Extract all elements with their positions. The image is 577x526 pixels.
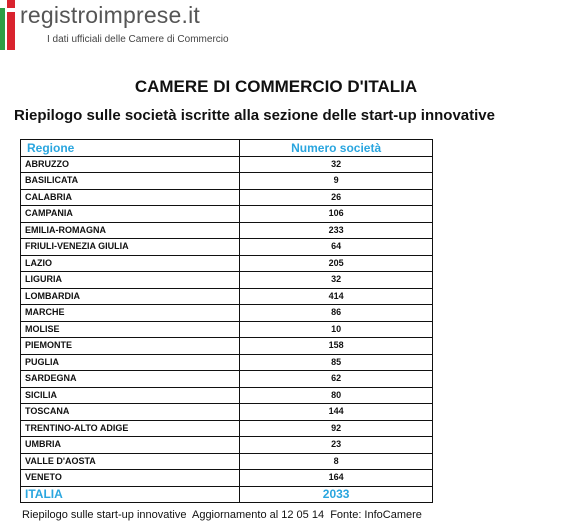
table-row: UMBRIA 23	[19, 436, 433, 454]
count-cell: 32	[239, 271, 433, 289]
table-row: ABRUZZO 32	[19, 155, 433, 173]
table-row: TRENTINO-ALTO ADIGE 92	[19, 419, 433, 437]
region-cell: TOSCANA	[19, 403, 241, 421]
table-row: MOLISE 10	[19, 320, 433, 338]
table-row: SARDEGNA 62	[19, 370, 433, 388]
count-cell: 92	[239, 419, 433, 437]
region-cell: VALLE D'AOSTA	[19, 452, 241, 470]
count-cell: 205	[239, 254, 433, 272]
table-row: EMILIA-ROMAGNA 233	[19, 221, 433, 239]
table-row: VALLE D'AOSTA 8	[19, 452, 433, 470]
table-row: ITALIA 2033	[19, 485, 433, 503]
count-cell: 8	[239, 452, 433, 470]
region-cell: VENETO	[19, 469, 241, 487]
region-cell: SICILIA	[19, 386, 241, 404]
count-cell: 86	[239, 304, 433, 322]
tagline: I dati ufficiali delle Camere di Commerc…	[47, 34, 229, 45]
footer: Riepilogo sulle start-up innovative Aggi…	[22, 509, 422, 521]
table-row: LIGURIA 32	[19, 271, 433, 289]
table-row: PUGLIA 85	[19, 353, 433, 371]
logo	[0, 0, 15, 50]
region-cell: CAMPANIA	[19, 205, 241, 223]
count-cell: 23	[239, 436, 433, 454]
subtitle: Riepilogo sulle società iscritte alla se…	[14, 107, 495, 124]
table-row: Regione Numero società	[19, 139, 433, 157]
table-row: LAZIO 205	[19, 254, 433, 272]
region-cell: TRENTINO-ALTO ADIGE	[19, 419, 241, 437]
region-cell: PUGLIA	[19, 353, 241, 371]
table-row: MARCHE 86	[19, 304, 433, 322]
region-cell: SARDEGNA	[19, 370, 241, 388]
region-cell: ABRUZZO	[19, 155, 241, 173]
region-cell: UMBRIA	[19, 436, 241, 454]
region-cell: CALABRIA	[19, 188, 241, 206]
region-cell: LIGURIA	[19, 271, 241, 289]
count-cell: 106	[239, 205, 433, 223]
count-cell: 2033	[239, 485, 433, 503]
count-cell: Numero società	[239, 139, 433, 157]
count-cell: 9	[239, 172, 433, 190]
region-cell: ITALIA	[19, 485, 241, 503]
table-row: CAMPANIA 106	[19, 205, 433, 223]
count-cell: 85	[239, 353, 433, 371]
region-cell: MOLISE	[19, 320, 241, 338]
table-row: FRIULI-VENEZIA GIULIA 64	[19, 238, 433, 256]
table-row: BASILICATA 9	[19, 172, 433, 190]
region-cell: MARCHE	[19, 304, 241, 322]
table-row: TOSCANA 144	[19, 403, 433, 421]
count-cell: 80	[239, 386, 433, 404]
title: CAMERE DI COMMERCIO D'ITALIA	[134, 77, 418, 96]
count-cell: 32	[239, 155, 433, 173]
count-cell: 26	[239, 188, 433, 206]
region-cell: FRIULI-VENEZIA GIULIA	[19, 238, 241, 256]
count-cell: 64	[239, 238, 433, 256]
table-row: SICILIA 80	[19, 386, 433, 404]
region-cell: Regione	[19, 139, 241, 157]
count-cell: 158	[239, 337, 433, 355]
region-cell: PIEMONTE	[19, 337, 241, 355]
table: Regione Numero società ABRUZZO 32 BASILICATA…	[19, 139, 433, 503]
table-row: LOMBARDIA 414	[19, 287, 433, 305]
count-cell: 164	[239, 469, 433, 487]
region-cell: LOMBARDIA	[19, 287, 241, 305]
brand: registroimprese.it	[20, 2, 200, 28]
count-cell: 414	[239, 287, 433, 305]
region-cell: EMILIA-ROMAGNA	[19, 221, 241, 239]
count-cell: 144	[239, 403, 433, 421]
count-cell: 233	[239, 221, 433, 239]
table-row: VENETO 164	[19, 469, 433, 487]
region-cell: BASILICATA	[19, 172, 241, 190]
region-cell: LAZIO	[19, 254, 241, 272]
table-row: CALABRIA 26	[19, 188, 433, 206]
count-cell: 10	[239, 320, 433, 338]
count-cell: 62	[239, 370, 433, 388]
table-row: PIEMONTE 158	[19, 337, 433, 355]
